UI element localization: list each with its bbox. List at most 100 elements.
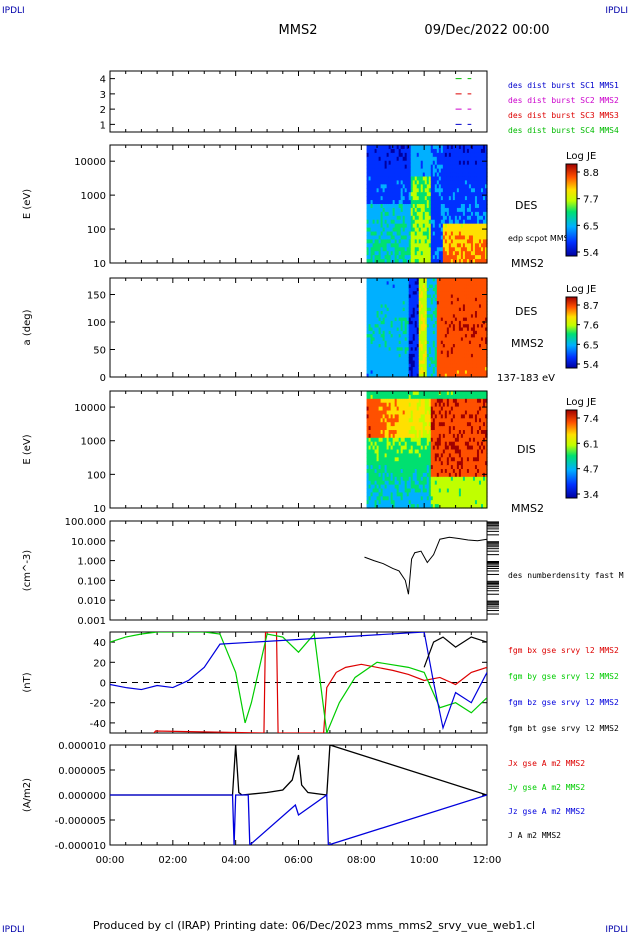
- spectrogram-cell: [444, 488, 448, 493]
- spectrogram-cell: [412, 231, 416, 237]
- spectrogram-cell: [410, 152, 414, 158]
- spectrogram-cell: [462, 243, 466, 248]
- spectrogram-cell: [392, 437, 396, 443]
- spectrogram-cell: [414, 357, 418, 362]
- spectrogram-cell: [466, 255, 470, 260]
- spectrogram-cell: [424, 180, 428, 185]
- spectrogram-cell: [384, 357, 388, 362]
- spectrogram-cell: [472, 311, 476, 315]
- spectrogram-cell: [452, 492, 456, 497]
- spectrogram-cell: [454, 156, 458, 162]
- spectrogram-cell: [454, 231, 458, 237]
- spectrogram-cell: [408, 311, 412, 315]
- spectrogram-cell: [448, 219, 452, 225]
- spectrogram-cell: [410, 445, 414, 451]
- spectrogram-cell: [376, 301, 380, 305]
- spectrogram-cell: [466, 294, 470, 299]
- spectrogram-cell: [480, 357, 484, 362]
- spectrogram-cell: [442, 297, 446, 302]
- spectrogram-cell: [414, 247, 418, 252]
- spectrogram-cell: [448, 496, 452, 501]
- spectrogram-cell: [438, 192, 442, 197]
- spectrogram-cell: [478, 148, 482, 154]
- spectrogram-cell: [428, 259, 432, 264]
- spectrogram-cell: [484, 200, 488, 205]
- spectrogram-cell: [450, 200, 454, 205]
- spectrogram-cell: [424, 414, 428, 419]
- spectrogram-cell: [390, 207, 394, 213]
- spectrogram-cell: [432, 239, 436, 244]
- spectrogram-cell: [484, 247, 488, 252]
- spectrogram-cell: [376, 324, 380, 329]
- spectrogram-cell: [442, 410, 446, 415]
- spectrogram-cell: [408, 480, 412, 486]
- spectrogram-cell: [466, 311, 470, 315]
- spectrogram-cell: [422, 360, 426, 365]
- spectrogram-cell: [408, 484, 412, 490]
- spectrogram-cell: [440, 281, 444, 286]
- spectrogram-cell: [396, 430, 400, 435]
- spectrogram-cell: [482, 255, 486, 260]
- spectrogram-cell: [430, 255, 434, 260]
- spectrogram-cell: [366, 259, 370, 264]
- spectrogram-cell: [430, 437, 434, 443]
- spectrogram-cell: [372, 148, 376, 154]
- spectrogram-cell: [460, 363, 464, 368]
- spectrogram-cell: [376, 488, 380, 493]
- spectrogram-cell: [386, 472, 390, 478]
- spectrogram-cell: [426, 334, 430, 338]
- spectrogram-cell: [398, 496, 402, 501]
- spectrogram-cell: [384, 314, 388, 319]
- spectrogram-cell: [436, 441, 440, 447]
- spectrogram-cell: [446, 184, 450, 189]
- spectrogram-cell: [454, 357, 458, 362]
- spectrogram-cell: [404, 204, 408, 209]
- spectrogram-cell: [368, 344, 372, 348]
- spectrogram-cell: [466, 160, 470, 166]
- spectrogram-cell: [482, 363, 486, 368]
- spectrogram-cell: [410, 414, 414, 419]
- spectrogram-cell: [460, 192, 464, 197]
- spectrogram-cell: [470, 297, 474, 302]
- spectrogram-cell: [386, 219, 390, 225]
- spectrogram-cell: [452, 433, 456, 439]
- spectrogram-cell: [416, 367, 420, 371]
- spectrogram-cell: [464, 259, 468, 264]
- spectrogram-cell: [382, 235, 386, 240]
- spectrogram-cell: [438, 314, 442, 319]
- spectrogram-cell: [374, 180, 378, 185]
- spectrogram-cell: [376, 243, 380, 248]
- spectrogram-cell: [468, 176, 472, 181]
- spectrogram-cell: [436, 394, 440, 400]
- spectrogram-cell: [446, 301, 450, 305]
- spectrogram-cell: [376, 453, 380, 458]
- spectrogram-cell: [388, 301, 392, 305]
- spectrogram-cell: [434, 164, 438, 170]
- spectrogram-cell: [472, 164, 476, 170]
- spectrogram-cell: [474, 215, 478, 221]
- spectrogram-cell: [402, 422, 406, 427]
- spectrogram-cell: [446, 347, 450, 352]
- spectrogram-cell: [454, 327, 458, 332]
- spectrogram-cell: [400, 307, 404, 312]
- spectrogram-cell: [466, 164, 470, 170]
- spectrogram-cell: [480, 287, 484, 292]
- spectrogram-cell: [402, 196, 406, 201]
- spectrogram-cell: [388, 422, 392, 427]
- spectrogram-cell: [416, 320, 420, 325]
- spectrogram-cell: [394, 344, 398, 348]
- spectrogram-cell: [468, 231, 472, 237]
- spectrogram-cell: [396, 492, 400, 497]
- spectrogram-cell: [456, 461, 460, 466]
- spectrogram-cell: [434, 188, 438, 193]
- spectrogram-cell: [384, 176, 388, 181]
- spectrogram-cell: [378, 172, 382, 178]
- spectrogram-cell: [470, 204, 474, 209]
- spectrogram-cell: [388, 426, 392, 431]
- spectrogram-cell: [476, 311, 480, 315]
- spectrogram-cell: [438, 402, 442, 408]
- spectrogram-cell: [368, 327, 372, 332]
- spectrogram-cell: [380, 410, 384, 415]
- spectrogram-cell: [452, 469, 456, 474]
- spectrogram-cell: [374, 311, 378, 315]
